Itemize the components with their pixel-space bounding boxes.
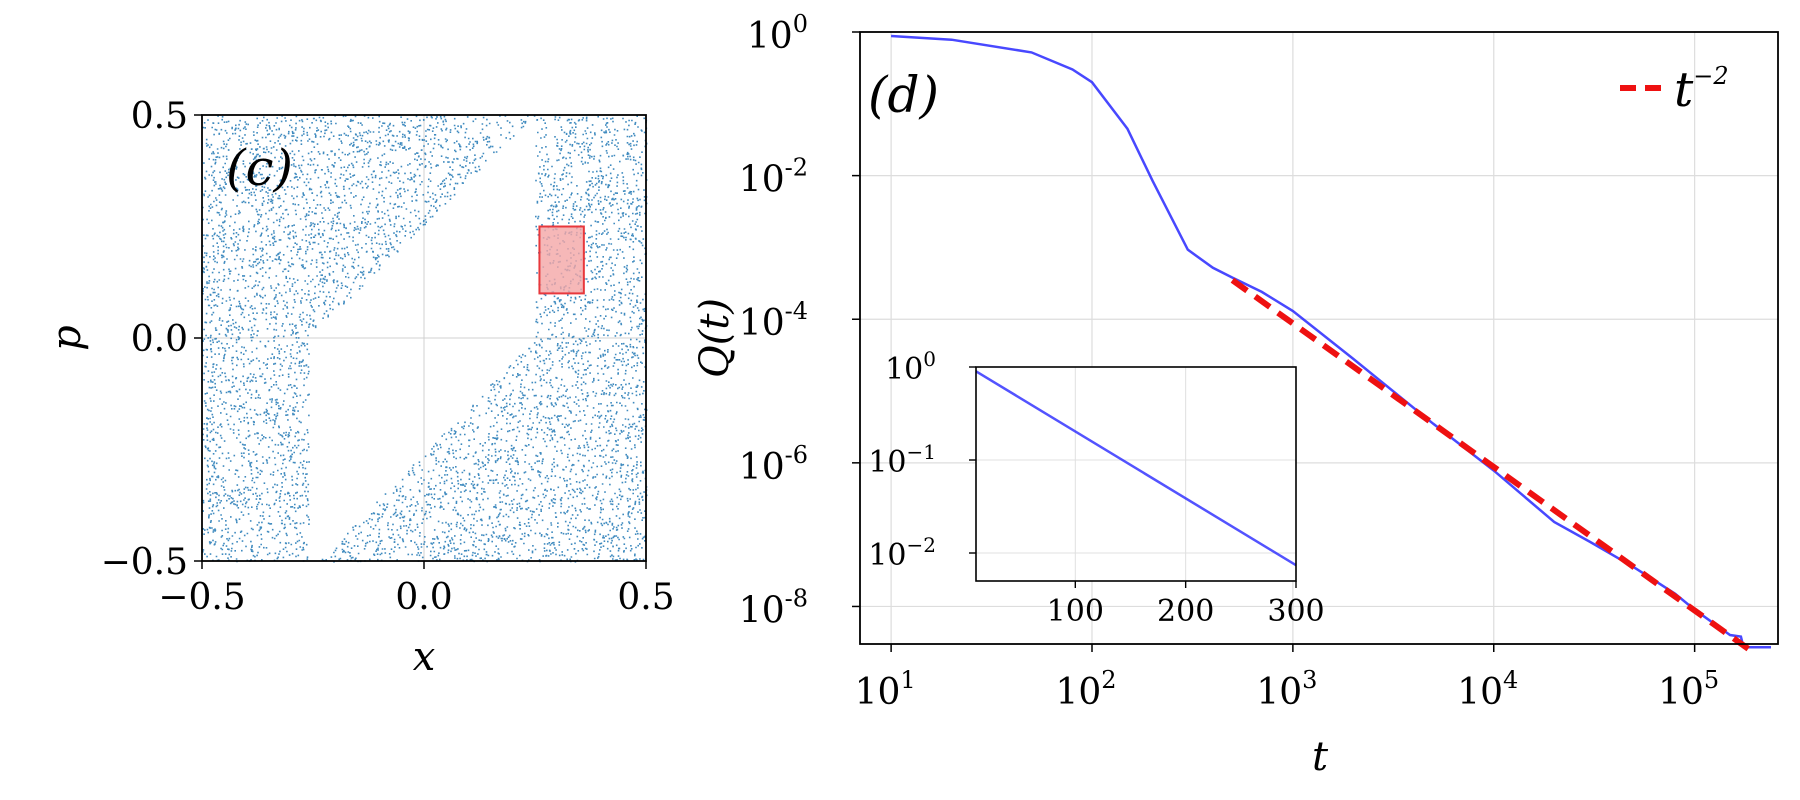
inset-grid [976, 367, 1296, 581]
panel-d-ytick-label: 10-8 [739, 584, 808, 631]
panel-d-ytick-label: 10-2 [739, 154, 808, 201]
panel-c-xtick-label: 0.5 [617, 577, 674, 618]
inset-x-ticks: 100 200 300 [1047, 581, 1325, 629]
inset-y-ticks: 100 10−1 10−2 [868, 347, 976, 573]
panel-c-ytick-label: −0.5 [101, 542, 188, 583]
panel-c-label: (c) [226, 139, 293, 197]
panel-d-frame [859, 31, 1779, 645]
panel-c-xtick-label: −0.5 [158, 577, 245, 618]
panel-c-scatter-points [202, 115, 648, 563]
panel-d-xtick-label: 105 [1658, 666, 1719, 713]
inset-xtick-label: 300 [1267, 594, 1324, 629]
panel-d-ytick-label: 10-6 [739, 441, 808, 488]
panel-d-series [891, 34, 1771, 657]
inset-series [975, 370, 1297, 567]
inset-xtick-label: 100 [1047, 594, 1104, 629]
panel-c-ylabel: p [44, 325, 90, 351]
panel-d-ylabel: Q(t) [692, 298, 738, 378]
panel-d-label: (d) [868, 66, 939, 124]
panel-d-y-ticks: 100 10-2 10-4 10-6 10-8 [739, 10, 860, 631]
panel-d-xtick-label: 103 [1256, 666, 1317, 713]
inset-series-line [975, 370, 1297, 567]
panel-c-ytick-label: 0.5 [131, 96, 188, 137]
panel-c-scatter: −0.5 0.0 0.5 −0.5 0.0 0.5 x p (c) [44, 96, 675, 680]
panel-d-inset: 100 200 300 100 10−1 10−2 [868, 347, 1324, 629]
series-t-minus-2-dashed-line [1230, 277, 1757, 657]
panel-d-ytick-label: 10-4 [739, 297, 808, 344]
scatter-point-cloud [202, 115, 648, 563]
panel-d-ytick-label: 100 [747, 10, 808, 57]
legend-label: t−2 [1674, 62, 1729, 118]
panel-d-log-plot: 101 102 103 104 105 100 10-2 10-4 10-6 10-8 t Q(… [692, 10, 1779, 780]
inset-ytick-label: 10−2 [868, 533, 936, 573]
panel-d-xtick-label: 104 [1457, 666, 1518, 713]
panel-c-xtick-label: 0.0 [395, 577, 452, 618]
panel-c-ytick-label: 0.0 [131, 319, 188, 360]
panel-d-xtick-label: 102 [1055, 666, 1116, 713]
panel-d-x-ticks: 101 102 103 104 105 [855, 644, 1719, 713]
panel-d-legend: t−2 [1620, 62, 1729, 118]
inset-frame [975, 366, 1297, 582]
panel-c-xlabel: x [413, 634, 436, 680]
panel-d-xtick-label: 101 [855, 666, 916, 713]
inset-ytick-label: 100 [885, 347, 936, 387]
inset-xtick-label: 200 [1157, 594, 1214, 629]
inset-ytick-label: 10−1 [868, 440, 936, 480]
panel-c-highlight-rect [538, 225, 585, 295]
panel-d-xlabel: t [1312, 734, 1329, 780]
panel-c-x-ticks: −0.5 0.0 0.5 [158, 561, 675, 618]
panel-c-y-ticks: −0.5 0.0 0.5 [101, 96, 202, 583]
